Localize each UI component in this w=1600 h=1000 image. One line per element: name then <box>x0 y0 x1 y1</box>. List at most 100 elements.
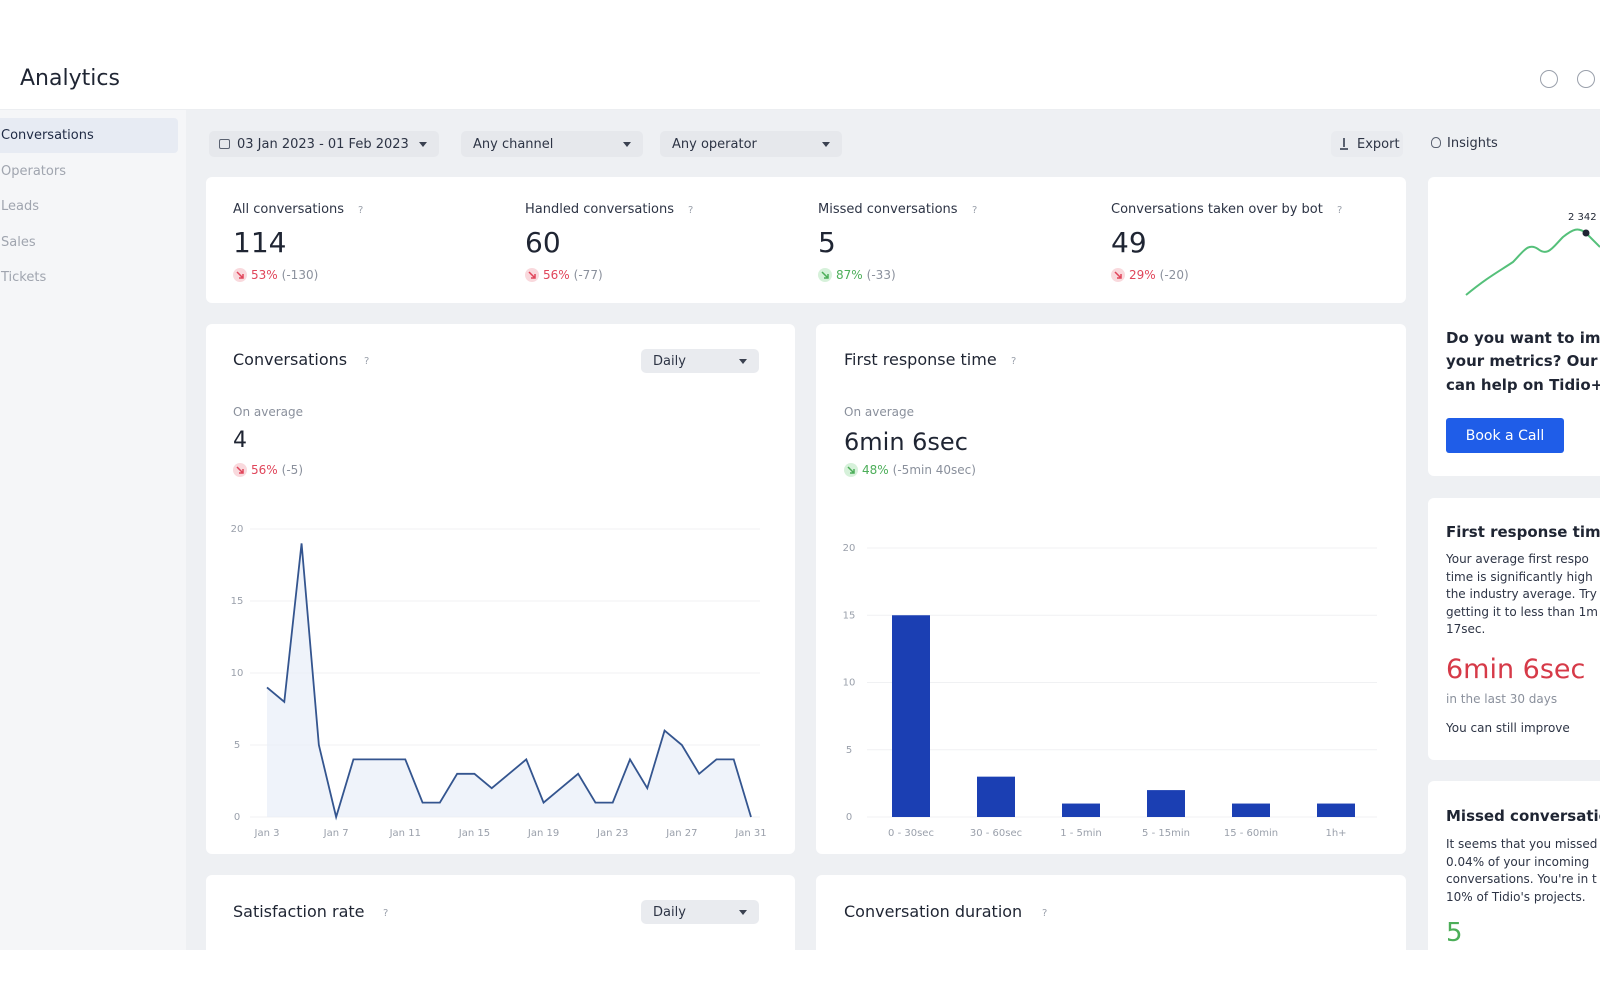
operator-filter[interactable]: Any operator <box>660 131 842 157</box>
insight-text: Your average first respo <box>1446 552 1589 566</box>
promo-text: can help on Tidio+ <box>1446 376 1600 394</box>
help[interactable]: ? <box>1042 908 1048 919</box>
nav-item[interactable]: Operators <box>1 164 66 179</box>
nav-item[interactable]: Sales <box>1 235 36 250</box>
spark-label: 2 342 <box>1568 212 1597 223</box>
frt-insight-card <box>1428 498 1600 760</box>
insight-text: time is significantly high <box>1446 569 1593 584</box>
avg-value: 6min 6sec <box>844 428 968 456</box>
page-title: Analytics <box>20 66 120 91</box>
sidebar <box>0 110 186 950</box>
insights-icon <box>1431 137 1441 148</box>
insight-title: Missed conversatio <box>1446 807 1600 825</box>
help-icon[interactable] <box>1540 70 1558 88</box>
nav-item[interactable]: Leads <box>1 199 40 214</box>
delta-icon <box>818 268 832 282</box>
kpi-delta: 53% (-130) <box>233 268 318 282</box>
kpi-label: Handled conversations <box>525 202 675 217</box>
interval-dropdown[interactable]: Daily <box>641 349 759 373</box>
dropdown-text: Daily <box>653 904 686 920</box>
avg-label: On average <box>844 405 914 419</box>
kpi-delta: 87% (-33) <box>818 268 896 282</box>
kpi-label: Conversations taken over by bot <box>1111 202 1323 217</box>
conversations-panel <box>206 324 795 854</box>
spark-point <box>1582 229 1590 237</box>
kpi-value: 60 <box>525 226 561 259</box>
help[interactable]: ? <box>1337 205 1343 216</box>
help[interactable]: ? <box>358 205 364 216</box>
delta-pct: 56% <box>251 463 278 477</box>
delta-change: (-20) <box>1159 268 1189 282</box>
sparkline: 2 342 <box>1465 212 1600 296</box>
panel-title: Conversations <box>233 350 348 369</box>
delta-icon <box>1111 268 1125 282</box>
panel-title: First response time <box>844 350 997 369</box>
insight-text: 10% of Tidio's projects. <box>1446 889 1586 904</box>
insight-title: First response time <box>1446 523 1600 541</box>
export-button[interactable]: Export <box>1331 131 1403 157</box>
insight-text: the industry average. Try <box>1446 587 1597 601</box>
spark-line <box>1465 228 1600 296</box>
bottom-band <box>0 950 1600 1000</box>
panel-title: Satisfaction rate <box>233 902 365 921</box>
nav-item[interactable]: Conversations <box>1 128 94 143</box>
insight-text: 17sec. <box>1446 622 1486 636</box>
insight-text: getting it to less than 1m <box>1446 604 1598 619</box>
channel-filter[interactable]: Any channel <box>461 131 643 157</box>
help[interactable]: ? <box>1011 356 1017 367</box>
delta-change: (-33) <box>866 268 896 282</box>
delta: 48% (-5min 40sec) <box>844 463 976 477</box>
interval-dropdown[interactable]: Daily <box>641 900 759 924</box>
header <box>0 0 1600 110</box>
insight-note: You can still improve <box>1446 721 1570 735</box>
promo-text: your metrics? Our t <box>1446 352 1600 370</box>
kpi-delta: 29% (-20) <box>1111 268 1189 282</box>
help[interactable]: ? <box>364 356 370 367</box>
insight-value: 5 <box>1446 918 1463 948</box>
insight-value: 6min 6sec <box>1446 654 1586 685</box>
help[interactable]: ? <box>383 908 389 919</box>
export-text: Export <box>1357 136 1400 152</box>
delta-change: (-130) <box>281 268 319 282</box>
missed-insight-card <box>1428 781 1600 981</box>
sidebar-active <box>0 118 178 153</box>
kpi-card <box>206 177 1406 303</box>
delta-pct: 53% <box>251 268 278 282</box>
delta-pct: 48% <box>862 463 889 477</box>
date-filter[interactable]: 03 Jan 2023 - 01 Feb 2023 <box>209 131 439 157</box>
insight-period: in the last 30 days <box>1446 692 1558 706</box>
delta-change: (-77) <box>573 268 603 282</box>
delta-change: (-5min 40sec) <box>892 463 976 477</box>
delta-change: (-5) <box>281 463 303 477</box>
delta: 56% (-5) <box>233 463 303 477</box>
kpi-value: 114 <box>233 226 287 259</box>
delta-pct: 56% <box>543 268 570 282</box>
delta-pct: 87% <box>836 268 863 282</box>
button-text: Book a Call <box>1465 427 1545 444</box>
insight-text: conversations. You're in t <box>1446 872 1597 886</box>
panel-title: Conversation duration <box>844 902 1023 921</box>
date-text: 03 Jan 2023 - 01 Feb 2023 <box>237 136 409 152</box>
help[interactable]: ? <box>972 205 978 216</box>
avg-value: 4 <box>233 428 247 453</box>
nav-item[interactable]: Tickets <box>1 270 47 285</box>
frt-panel <box>816 324 1406 854</box>
insight-text: 0.04% of your incoming <box>1446 854 1590 869</box>
avg-label: On average <box>233 405 303 419</box>
settings-icon[interactable] <box>1577 70 1595 88</box>
delta-icon <box>233 268 247 282</box>
insights-tab[interactable]: Insights <box>1447 136 1498 151</box>
kpi-value: 5 <box>818 226 836 259</box>
kpi-label: All conversations <box>233 202 345 217</box>
operator-text: Any operator <box>672 136 757 152</box>
kpi-value: 49 <box>1111 226 1147 259</box>
delta-icon <box>525 268 539 282</box>
book-call-button[interactable]: Book a Call <box>1446 418 1564 453</box>
channel-text: Any channel <box>473 136 554 152</box>
promo-text: Do you want to imp <box>1446 329 1600 347</box>
kpi-label: Missed conversations <box>818 202 958 217</box>
dropdown-text: Daily <box>653 353 686 369</box>
help[interactable]: ? <box>688 205 694 216</box>
insight-text: It seems that you missed <box>1446 837 1598 851</box>
